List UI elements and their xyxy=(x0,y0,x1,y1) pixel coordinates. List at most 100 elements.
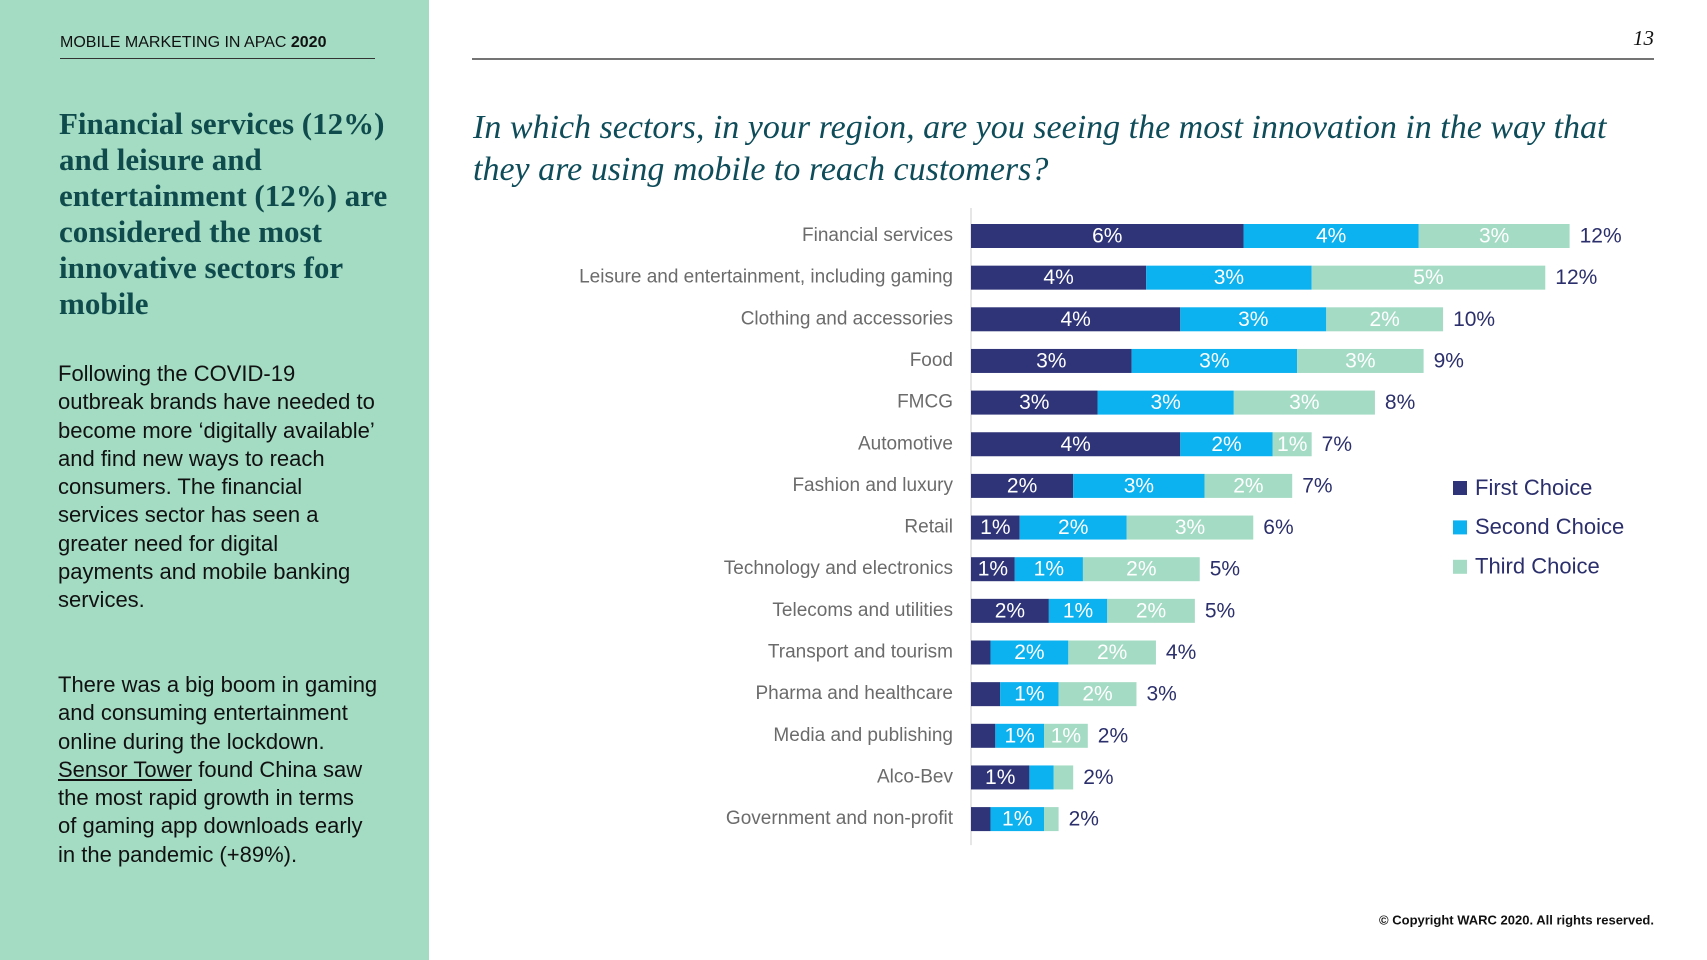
bar-segment xyxy=(1097,390,1234,415)
bar-segment xyxy=(1243,224,1419,248)
value-label: 5% xyxy=(1413,266,1443,289)
value-label: 1% xyxy=(978,558,1008,581)
value-label: 2% xyxy=(1211,433,1241,456)
value-label: 4% xyxy=(1060,308,1090,331)
bar-segment xyxy=(990,640,1069,665)
value-label: 1% xyxy=(1051,724,1081,747)
value-label: 3% xyxy=(1238,308,1268,331)
category-label: Government and non-profit xyxy=(726,808,954,829)
category-label: Telecoms and utilities xyxy=(772,600,953,621)
legend-swatch xyxy=(1453,520,1467,535)
bar-segment xyxy=(971,723,996,748)
value-label: 2% xyxy=(1007,474,1037,497)
value-label: 2% xyxy=(1014,641,1044,664)
bar-segment xyxy=(971,348,1132,373)
bar-segment xyxy=(1180,307,1327,332)
bar-segment xyxy=(995,723,1044,748)
value-label: 3% xyxy=(1214,266,1244,289)
bar-segment xyxy=(971,224,1244,248)
category-label: Clothing and accessories xyxy=(741,308,953,329)
chart-title: they are using mobile to reach customers… xyxy=(473,151,1048,188)
bar-segment xyxy=(971,473,1074,498)
total-label: 12% xyxy=(1555,266,1597,289)
value-label: 1% xyxy=(985,766,1015,789)
value-label: 4% xyxy=(1043,266,1073,289)
value-label: 1% xyxy=(1063,599,1093,622)
bar-segment xyxy=(971,307,1181,332)
total-label: 5% xyxy=(1210,558,1240,581)
value-label: 2% xyxy=(1082,683,1112,706)
bar-segment xyxy=(1233,390,1375,415)
category-label: FMCG xyxy=(897,392,953,413)
bar-segment xyxy=(1058,682,1137,707)
value-label: 3% xyxy=(1199,349,1229,372)
bar-segment xyxy=(1146,265,1312,290)
text: found China saw the most rapid growth in… xyxy=(58,756,363,867)
value-label: 1% xyxy=(1277,433,1307,456)
legend-label: First Choice xyxy=(1475,475,1592,500)
total-label: 12% xyxy=(1580,225,1622,248)
value-label: 2% xyxy=(1097,641,1127,664)
value-label: 3% xyxy=(1345,349,1375,372)
bar-segment xyxy=(1044,807,1059,832)
category-label: Technology and electronics xyxy=(724,558,953,579)
bar-segment xyxy=(1418,224,1570,248)
value-label: 3% xyxy=(1175,516,1205,539)
bar-segment xyxy=(1311,265,1546,290)
bar-segment xyxy=(1014,557,1083,582)
category-label: Retail xyxy=(904,517,953,538)
bar-segment xyxy=(1131,348,1298,373)
total-label: 6% xyxy=(1263,516,1293,539)
category-label: Financial services xyxy=(802,225,953,246)
value-label: 3% xyxy=(1289,391,1319,414)
value-label: 3% xyxy=(1019,391,1049,414)
value-label: 6% xyxy=(1092,225,1122,248)
value-label: 4% xyxy=(1316,225,1346,248)
link[interactable]: Sensor Tower xyxy=(58,756,193,782)
total-label: 2% xyxy=(1098,724,1128,747)
total-label: 5% xyxy=(1205,599,1235,622)
legend-label: Second Choice xyxy=(1475,514,1624,539)
total-label: 9% xyxy=(1434,349,1464,372)
chart-title: In which sectors, in your region, are yo… xyxy=(472,109,1608,146)
bar-segment xyxy=(1073,473,1205,498)
category-label: Media and publishing xyxy=(773,725,953,746)
value-label: 1% xyxy=(1034,558,1064,581)
value-label: 2% xyxy=(1136,599,1166,622)
value-label: 1% xyxy=(1002,808,1032,831)
bar-segment xyxy=(1126,515,1254,540)
report-title: MOBILE MARKETING IN APAC xyxy=(60,34,287,51)
bar-segment xyxy=(1180,432,1273,457)
bar-segment xyxy=(971,390,1098,415)
total-label: 2% xyxy=(1083,766,1113,789)
value-label: 2% xyxy=(1233,474,1263,497)
value-label: 4% xyxy=(1060,433,1090,456)
total-label: 2% xyxy=(1069,808,1099,831)
bar-segment xyxy=(971,807,991,832)
sidebar: MOBILE MARKETING IN APAC 2020 Financial … xyxy=(0,0,429,960)
bar-segment xyxy=(971,557,1015,582)
bar-segment xyxy=(971,432,1181,457)
category-label: Automotive xyxy=(858,433,953,454)
value-label: 3% xyxy=(1124,474,1154,497)
paragraph: There was a big boom in gaming and consu… xyxy=(58,671,378,869)
bar-segment xyxy=(971,640,991,665)
bar-segment xyxy=(971,265,1147,290)
bar-segment xyxy=(1082,557,1200,582)
report-year: 2020 xyxy=(290,34,327,51)
value-label: 1% xyxy=(1014,683,1044,706)
value-label: 2% xyxy=(995,599,1025,622)
page-number: 13 xyxy=(1633,26,1654,50)
legend-swatch xyxy=(1453,559,1467,574)
bar-segment xyxy=(1029,765,1054,790)
bar-segment xyxy=(971,515,1020,540)
total-label: 8% xyxy=(1385,391,1415,414)
total-label: 4% xyxy=(1166,641,1196,664)
legend-swatch xyxy=(1453,481,1467,495)
value-label: 1% xyxy=(980,516,1010,539)
value-label: 1% xyxy=(1004,724,1034,747)
bar-segment xyxy=(1326,307,1444,332)
value-label: 2% xyxy=(1126,558,1156,581)
total-label: 7% xyxy=(1322,433,1352,456)
